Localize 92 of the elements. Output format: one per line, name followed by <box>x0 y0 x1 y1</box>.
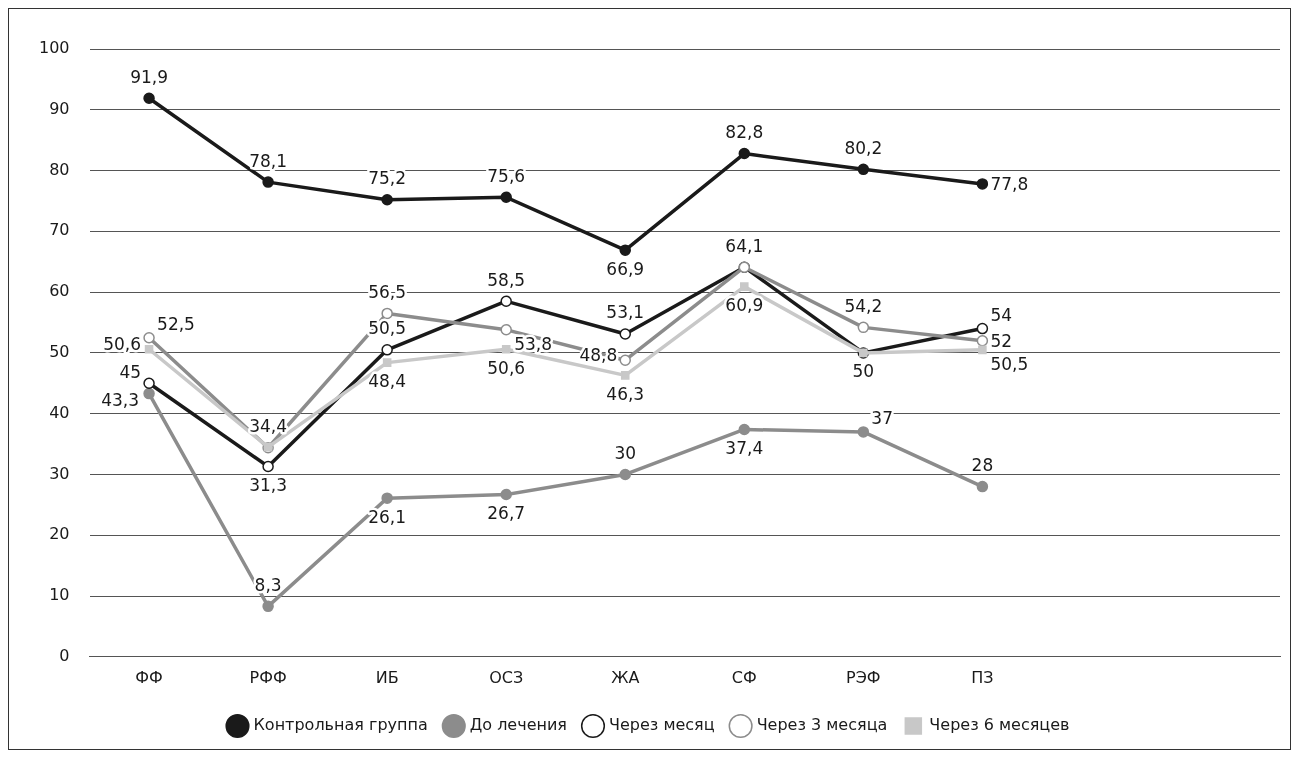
x-tick-label: СФ <box>731 667 757 687</box>
point <box>976 178 989 190</box>
y-tick-label: 10 <box>49 585 70 605</box>
data-label: 48,4 <box>368 371 407 392</box>
point <box>738 147 751 160</box>
data-label: 50,5 <box>990 354 1029 375</box>
point <box>976 480 989 493</box>
point <box>619 328 631 340</box>
legend-label: Через 6 месяцев <box>929 715 1070 735</box>
data-label: 50,5 <box>368 318 407 339</box>
point <box>143 377 155 390</box>
data-label: 66,9 <box>606 258 645 279</box>
point <box>619 354 631 366</box>
legend-label: До лечения <box>469 715 567 735</box>
data-label: 53,1 <box>606 302 645 323</box>
data-label: 75,2 <box>368 168 407 189</box>
x-tick-label: ФФ <box>135 667 163 687</box>
data-label: 80,2 <box>844 137 883 158</box>
legend-label: Через месяц <box>608 715 715 735</box>
y-tick-label: 50 <box>49 342 70 362</box>
data-label: 50,6 <box>103 333 142 354</box>
point <box>143 387 155 400</box>
legend-label: Контрольная группа <box>253 715 428 735</box>
y-tick-label: 80 <box>49 159 70 179</box>
y-tick-label: 60 <box>49 281 70 301</box>
point <box>500 324 512 336</box>
y-tick-label: 90 <box>49 98 70 118</box>
data-label: 43,3 <box>101 390 140 411</box>
point <box>619 244 631 256</box>
data-label: 82,8 <box>725 121 764 142</box>
data-label: 54 <box>990 305 1013 326</box>
point <box>381 492 393 504</box>
point <box>382 358 392 367</box>
x-tick-label: ОСЗ <box>489 667 524 687</box>
data-label: 60,9 <box>725 295 764 316</box>
point <box>143 92 155 104</box>
x-tick-label: ЖА <box>611 667 640 687</box>
y-tick-label: 30 <box>49 463 70 483</box>
data-label: 30 <box>614 442 637 463</box>
y-tick-label: 40 <box>49 402 70 422</box>
point <box>262 460 274 473</box>
point <box>500 488 512 501</box>
point <box>976 334 989 347</box>
data-label: 52 <box>990 331 1013 352</box>
y-tick-label: 100 <box>38 38 70 58</box>
data-label: 91,9 <box>130 66 168 87</box>
data-label: 50,6 <box>487 357 526 378</box>
point <box>976 322 989 335</box>
point <box>381 307 393 320</box>
point <box>500 295 512 307</box>
point <box>857 321 870 334</box>
point <box>978 345 987 355</box>
y-tick-label: 20 <box>49 524 70 544</box>
legend-label: Через 3 месяца <box>756 715 888 735</box>
data-label: 45 <box>119 361 142 382</box>
data-label: 58,5 <box>487 269 526 290</box>
point <box>381 344 393 356</box>
x-tick-label: РФФ <box>249 667 287 687</box>
data-label: 26,1 <box>368 506 407 527</box>
data-label: 50 <box>852 361 875 382</box>
data-label: 77,8 <box>990 174 1029 195</box>
data-label: 46,3 <box>606 383 645 404</box>
point <box>857 163 870 176</box>
point <box>619 468 631 481</box>
point <box>740 282 749 291</box>
x-tick-label: РЭФ <box>846 667 881 687</box>
point <box>857 426 870 438</box>
point <box>620 371 630 380</box>
data-label: 28 <box>971 455 994 476</box>
point <box>738 423 751 436</box>
point <box>262 176 274 188</box>
point <box>144 344 154 354</box>
data-label: 37,4 <box>725 437 764 458</box>
point <box>143 331 155 344</box>
x-tick-label: ИБ <box>375 667 399 687</box>
data-label: 54,2 <box>844 295 883 316</box>
data-label: 78,1 <box>249 150 288 171</box>
data-label: 31,3 <box>249 474 288 495</box>
point <box>500 191 512 204</box>
data-label: 26,7 <box>487 502 526 523</box>
x-tick-label: ПЗ <box>971 667 994 687</box>
data-label: 75,6 <box>487 165 526 186</box>
y-tick-label: 0 <box>59 645 70 665</box>
point <box>262 600 274 613</box>
data-label: 52,5 <box>157 314 195 335</box>
point <box>501 344 511 354</box>
data-label: 53,8 <box>514 334 553 355</box>
data-label: 34,4 <box>249 416 288 437</box>
y-tick-label: 70 <box>49 220 70 240</box>
data-label: 64,1 <box>725 235 764 256</box>
data-label: 37 <box>871 408 893 429</box>
point <box>381 193 393 206</box>
